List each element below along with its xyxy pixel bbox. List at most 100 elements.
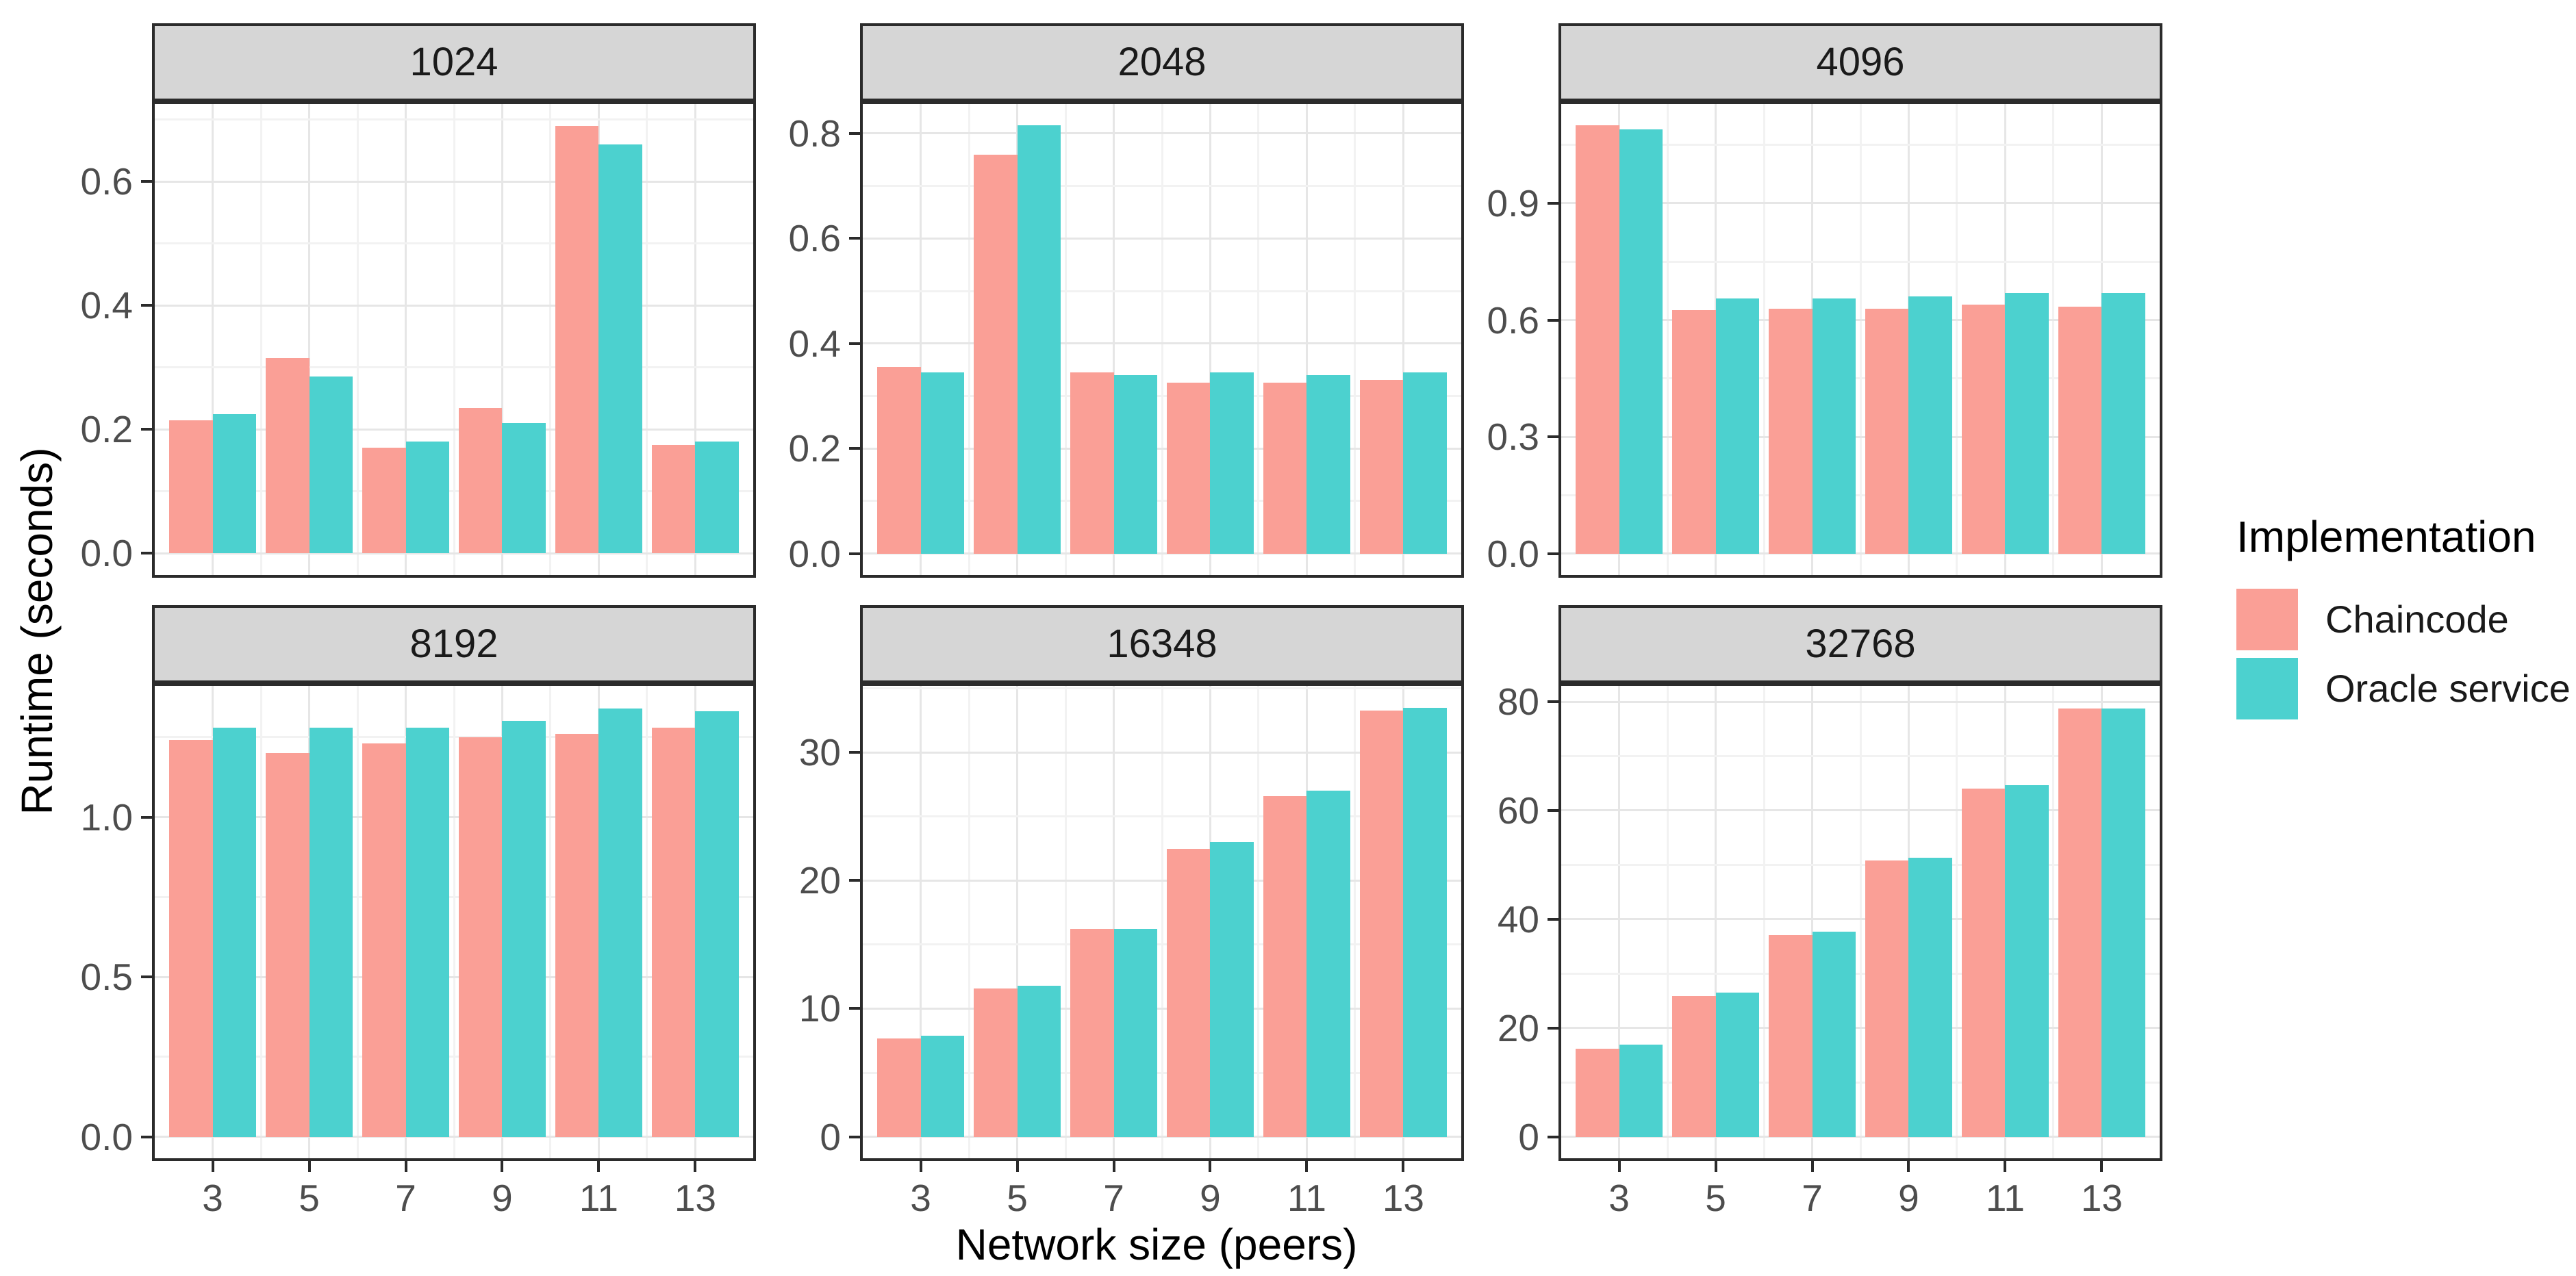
y-tick-mark xyxy=(141,428,152,431)
y-axis-title: Runtime (seconds) xyxy=(12,447,62,815)
gridline-major xyxy=(863,447,1461,450)
gridline-major xyxy=(308,104,311,575)
x-tick-mark xyxy=(694,1161,697,1172)
bar-chaincode-x7 xyxy=(1769,308,1813,554)
y-tick-label: 0.2 xyxy=(80,408,133,451)
bar-chaincode-x9 xyxy=(459,407,503,554)
facet-label-1024: 1024 xyxy=(409,40,498,84)
bar-chaincode-x13 xyxy=(2058,708,2102,1137)
legend-label: Oracle service xyxy=(2325,667,2571,710)
bar-oracle-service-x7 xyxy=(1812,932,1856,1137)
bar-oracle-service-x7 xyxy=(1113,374,1157,554)
x-tick-mark xyxy=(1305,1161,1309,1172)
gridline-minor xyxy=(155,895,753,898)
bar-chaincode-x9 xyxy=(1167,383,1211,554)
bar-oracle-service-x9 xyxy=(1908,858,1952,1137)
gridline-major xyxy=(155,1136,753,1138)
gridline-minor xyxy=(356,104,359,575)
gridline-minor xyxy=(549,104,552,575)
legend-items: Chaincode Oracle service xyxy=(2236,589,2575,719)
facet-label-16348: 16348 xyxy=(1107,622,1217,666)
gridline-minor xyxy=(155,736,753,739)
bar-chaincode-x11 xyxy=(1263,383,1307,554)
y-tick-label: 0.8 xyxy=(788,112,841,155)
bar-chaincode-x5 xyxy=(1672,310,1716,554)
gridline-major xyxy=(1113,686,1115,1158)
x-tick-label: 9 xyxy=(1200,1177,1221,1219)
bar-oracle-service-x11 xyxy=(598,144,642,554)
y-tick-label: 20 xyxy=(798,859,841,902)
x-tick-label: 13 xyxy=(1382,1177,1424,1219)
gridline-major xyxy=(1561,202,2160,205)
gridline-minor xyxy=(1666,686,1669,1158)
bar-oracle-service-x11 xyxy=(2005,292,2049,554)
gridline-minor xyxy=(1354,104,1356,575)
bar-chaincode-x13 xyxy=(1359,380,1404,554)
bar-chaincode-x7 xyxy=(362,743,406,1137)
y-tick-mark xyxy=(1548,1026,1558,1030)
x-tick-mark xyxy=(211,1161,214,1172)
gridline-minor xyxy=(155,242,753,245)
gridline-major xyxy=(863,751,1461,754)
legend-title: Implementation xyxy=(2236,512,2536,561)
gridline-major xyxy=(1561,435,2160,438)
gridline-major xyxy=(863,132,1461,135)
x-tick-mark xyxy=(2100,1161,2104,1172)
bar-oracle-service-x3 xyxy=(920,1035,964,1137)
bar-chaincode-x7 xyxy=(1070,929,1114,1137)
bar-oracle-service-x3 xyxy=(920,372,964,554)
bar-oracle-service-x3 xyxy=(1619,1045,1663,1137)
bar-chaincode-x9 xyxy=(459,737,503,1137)
bar-oracle-service-x11 xyxy=(1306,791,1350,1137)
y-tick-mark xyxy=(141,1135,152,1138)
x-tick-mark xyxy=(1907,1161,1910,1172)
facet-label-2048: 2048 xyxy=(1117,40,1207,84)
y-tick-label: 0.2 xyxy=(788,427,841,470)
gridline-minor xyxy=(1561,1081,2160,1084)
gridline-major xyxy=(1016,686,1019,1158)
gridline-major xyxy=(155,552,753,554)
legend: Implementation Chaincode Oracle service xyxy=(2236,515,2575,727)
y-tick-label: 0.0 xyxy=(80,532,133,575)
y-tick-mark xyxy=(1548,1135,1558,1138)
x-tick-label: 11 xyxy=(1985,1177,2025,1219)
bar-chaincode-x3 xyxy=(169,420,213,554)
facet-strip-2048: 2048 xyxy=(860,23,1464,101)
x-tick-mark xyxy=(2004,1161,2007,1172)
facet-label-8192: 8192 xyxy=(409,622,498,666)
x-tick-label: 11 xyxy=(1287,1177,1326,1219)
bar-oracle-service-x7 xyxy=(405,727,449,1137)
x-tick-mark xyxy=(1402,1161,1405,1172)
y-tick-mark xyxy=(141,815,152,819)
gridline-minor xyxy=(1561,144,2160,146)
bar-chaincode-x11 xyxy=(1263,795,1307,1137)
gridline-major xyxy=(1561,552,2160,555)
facet-label-32768: 32768 xyxy=(1805,622,1916,666)
x-tick-mark xyxy=(404,1161,407,1172)
legend-item-chaincode: Chaincode xyxy=(2236,589,2575,650)
gridline-major xyxy=(155,816,753,819)
y-tick-mark xyxy=(1548,435,1558,439)
bar-chaincode-x3 xyxy=(877,367,921,554)
y-tick-mark xyxy=(1548,917,1558,921)
x-tick-label: 3 xyxy=(1608,1177,1630,1219)
gridline-major xyxy=(863,552,1461,555)
gridline-major xyxy=(155,428,753,431)
bar-oracle-service-x5 xyxy=(1017,125,1061,554)
x-tick-mark xyxy=(919,1161,922,1172)
y-tick-label: 0.6 xyxy=(80,160,133,203)
gridline-minor xyxy=(1161,104,1163,575)
bar-oracle-service-x13 xyxy=(695,442,739,554)
bar-chaincode-x7 xyxy=(1769,934,1813,1137)
facet-strip-1024: 1024 xyxy=(152,23,756,101)
panel-4096 xyxy=(1558,101,2162,578)
gridline-major xyxy=(863,1136,1461,1138)
gridline-minor xyxy=(1561,863,2160,866)
y-tick-mark xyxy=(1548,552,1558,555)
x-tick-label: 5 xyxy=(1705,1177,1726,1219)
bar-chaincode-x13 xyxy=(651,727,696,1137)
gridline-minor xyxy=(1666,104,1669,575)
bar-oracle-service-x11 xyxy=(1306,374,1350,554)
gridline-minor xyxy=(1561,260,2160,263)
gridline-major xyxy=(920,104,922,575)
